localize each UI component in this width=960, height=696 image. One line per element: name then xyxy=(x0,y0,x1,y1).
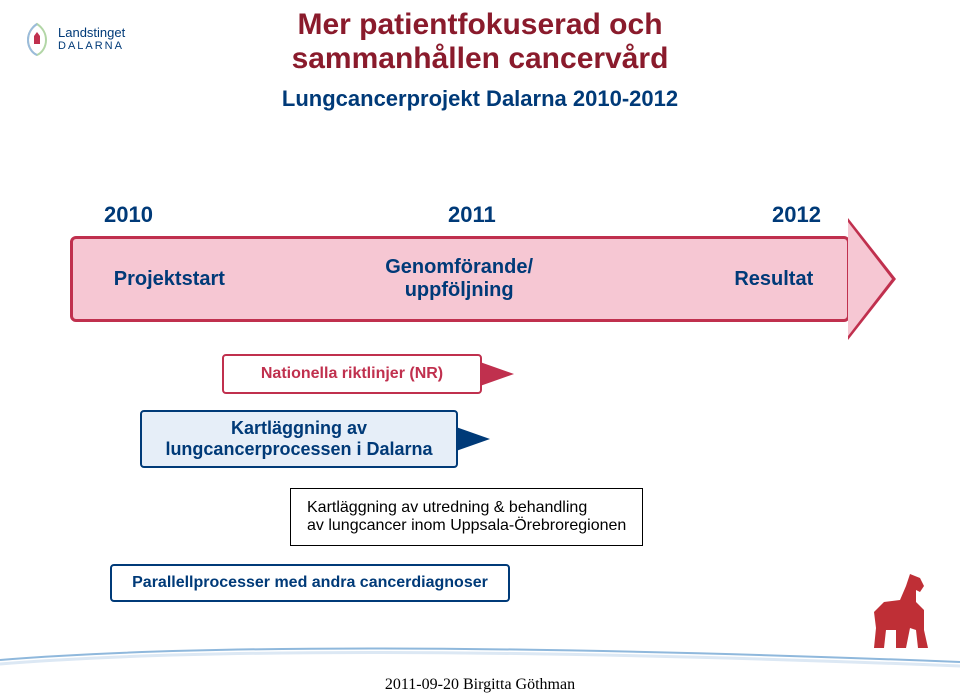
kartlaggning-box: Kartläggning av lungcancerprocessen i Da… xyxy=(140,410,458,468)
arrow-labels: Projektstart Genomförande/uppföljning Re… xyxy=(70,236,898,322)
year-2012: 2012 xyxy=(772,202,821,228)
footer-curve xyxy=(0,632,960,672)
parallellprocesser-box: Parallellprocesser med andra cancerdiagn… xyxy=(110,564,510,602)
subtitle: Lungcancerprojekt Dalarna 2010-2012 xyxy=(0,86,960,112)
arrow-stage-genomforande: Genomförande/uppföljning xyxy=(269,256,650,302)
logo-line1: Landstinget xyxy=(58,26,125,40)
footer-date: 2011-09-20 Birgitta Göthman xyxy=(0,676,960,694)
plain-line2: av lungcancer inom Uppsala-Örebroregione… xyxy=(307,517,626,535)
timeline-arrow: Projektstart Genomförande/uppföljning Re… xyxy=(70,236,898,322)
kart-line2: lungcancerprocessen i Dalarna xyxy=(165,439,432,460)
logo-text: Landstinget DALARNA xyxy=(58,26,125,52)
kart-line1: Kartläggning av xyxy=(231,418,367,439)
utredning-behandling-box: Kartläggning av utredning & behandling a… xyxy=(290,488,643,546)
logo: Landstinget DALARNA xyxy=(22,22,125,56)
title-line2: sammanhållen cancervård xyxy=(0,42,960,76)
title-block: Mer patientfokuserad och sammanhållen ca… xyxy=(0,8,960,76)
nationella-riktlinjer-box: Nationella riktlinjer (NR) xyxy=(222,354,482,394)
logo-mark-icon xyxy=(22,22,52,56)
arrow-stage-projektstart: Projektstart xyxy=(70,268,269,291)
nr-text: Nationella riktlinjer (NR) xyxy=(261,365,443,383)
para-text: Parallellprocesser med andra cancerdiagn… xyxy=(132,574,488,592)
plain-line1: Kartläggning av utredning & behandling xyxy=(307,499,626,517)
year-2010: 2010 xyxy=(104,202,153,228)
year-2011: 2011 xyxy=(448,202,496,228)
logo-line2: DALARNA xyxy=(58,40,125,52)
title-line1: Mer patientfokuserad och xyxy=(0,8,960,42)
